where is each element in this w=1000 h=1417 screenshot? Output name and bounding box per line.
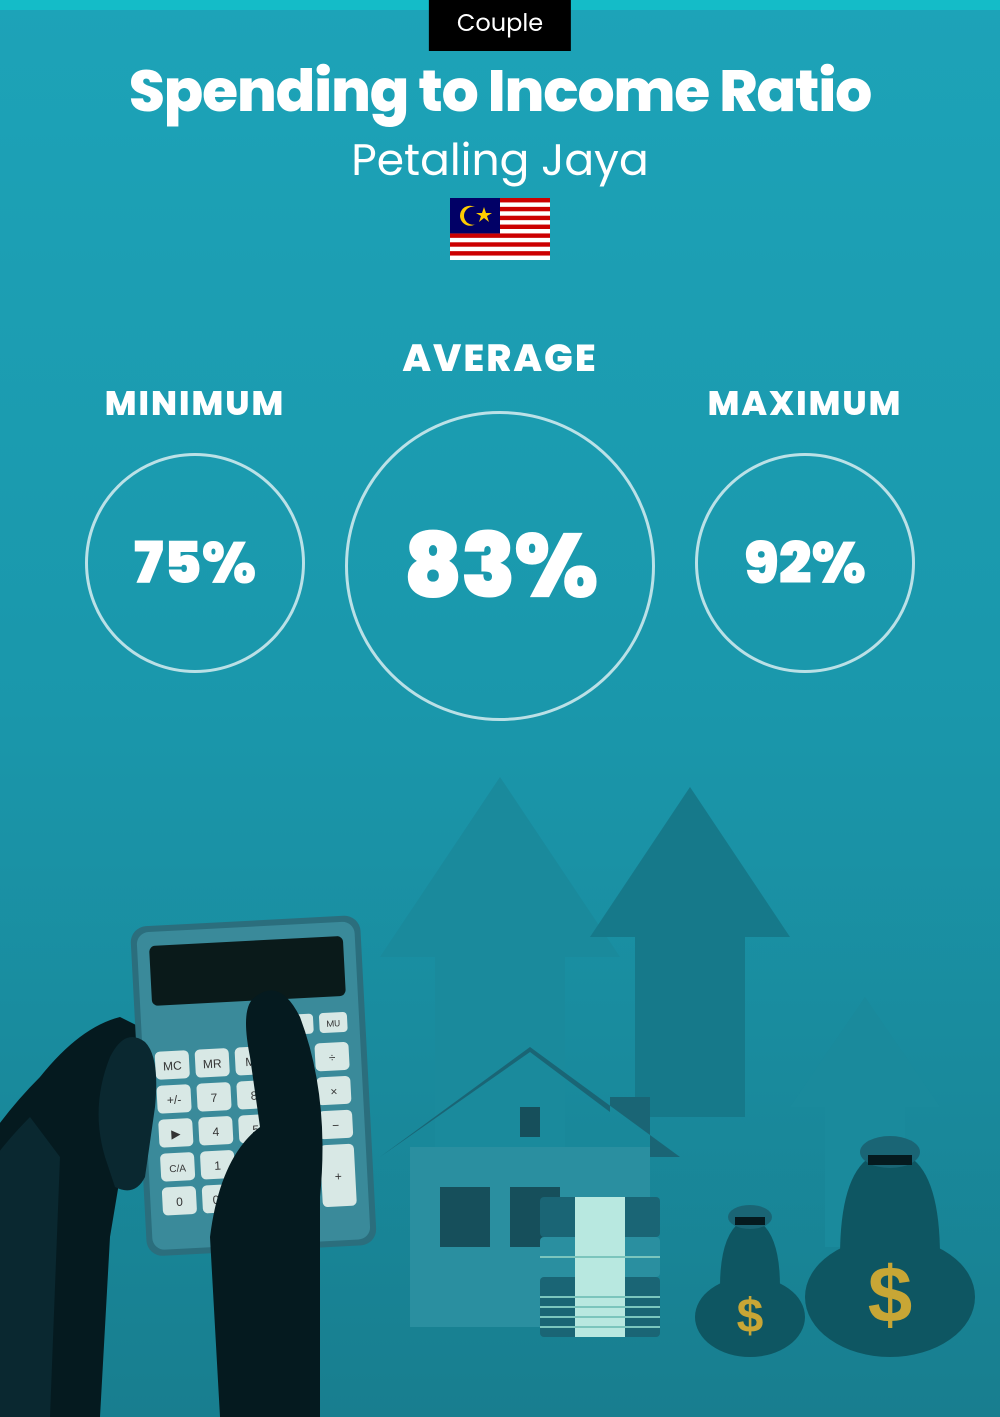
svg-text:7: 7 [210, 1091, 218, 1105]
svg-text:C/A: C/A [169, 1163, 187, 1175]
stat-minimum: MINIMUM 75% [85, 330, 305, 673]
location-subtitle: Petaling Jaya [0, 128, 1000, 193]
svg-text:MC: MC [163, 1058, 183, 1073]
svg-text:+: + [334, 1169, 342, 1183]
malaysia-flag-icon [450, 198, 550, 260]
money-bag-icon: $ [800, 1127, 980, 1357]
stat-circle-min: 75% [85, 453, 305, 673]
stat-value-avg: 83% [404, 498, 597, 634]
stat-maximum: MAXIMUM 92% [695, 330, 915, 673]
svg-text:$: $ [737, 1290, 764, 1343]
category-badge: Couple [429, 0, 571, 51]
page-title: Spending to Income Ratio [0, 48, 1000, 135]
svg-text:×: × [330, 1084, 338, 1098]
svg-text:▶: ▶ [171, 1127, 182, 1142]
stat-circle-avg: 83% [345, 411, 655, 721]
svg-text:1: 1 [214, 1159, 222, 1173]
stats-row: MINIMUM 75% AVERAGE 83% MAXIMUM 92% [0, 330, 1000, 721]
svg-text:4: 4 [212, 1125, 220, 1139]
illustration: $ $ % MU MC MR M- M+ [0, 777, 1000, 1417]
hands-calculator-icon: % MU MC MR M- M+ ÷ +/- 7 8 9 × ▶ 4 5 6 [0, 817, 560, 1417]
svg-text:MU: MU [326, 1018, 340, 1031]
stat-label-avg: AVERAGE [402, 330, 597, 387]
stat-label-max: MAXIMUM [708, 378, 903, 429]
money-bag-icon: $ [690, 1197, 810, 1357]
stat-value-min: 75% [134, 520, 256, 607]
svg-text:MR: MR [203, 1056, 223, 1071]
stat-circle-max: 92% [695, 453, 915, 673]
svg-text:0: 0 [176, 1195, 184, 1209]
svg-text:+/-: +/- [167, 1093, 182, 1108]
badge-label: Couple [457, 7, 543, 40]
svg-text:÷: ÷ [328, 1050, 336, 1064]
stat-average: AVERAGE 83% [345, 330, 655, 721]
svg-text:−: − [332, 1118, 340, 1132]
stat-label-min: MINIMUM [105, 378, 286, 429]
svg-text:$: $ [868, 1250, 913, 1339]
stat-value-max: 92% [744, 520, 866, 607]
